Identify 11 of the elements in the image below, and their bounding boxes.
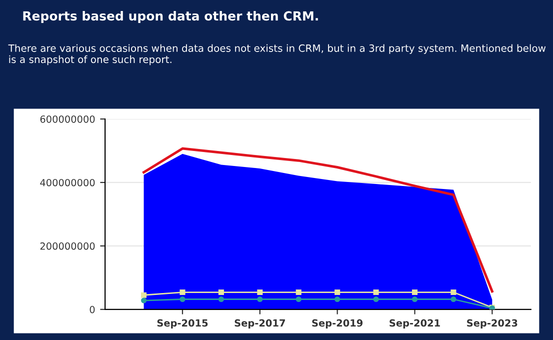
x-tick-label: Sep-2017 (234, 319, 285, 329)
y-tick-label: 600000000 (40, 115, 95, 123)
chart-title: Reports based upon data other then CRM. (23, 10, 318, 24)
x-tick-label: Sep-2023 (467, 319, 518, 329)
text: There are various occasions when data does not exists in CRM, but in a 3rd party system. Mentioned below is a snapshot of one such report. (8, 44, 546, 66)
y-tick-label: 200000000 (40, 242, 95, 250)
x-tick-label: Sep-2015 (157, 319, 208, 329)
y-tick-label: 0 (90, 306, 95, 314)
y-tick-label: 400000000 (40, 178, 95, 186)
x-tick-label: Sep-2021 (390, 319, 440, 329)
x-tick-label: Sep-2019 (312, 319, 363, 329)
